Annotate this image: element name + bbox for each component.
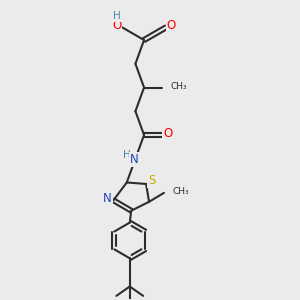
Text: N: N [103, 192, 112, 205]
Text: CH₃: CH₃ [172, 187, 189, 196]
Text: S: S [148, 174, 155, 187]
Text: O: O [167, 20, 176, 32]
Text: O: O [112, 20, 122, 32]
Text: N: N [130, 153, 139, 166]
Text: H: H [123, 150, 131, 160]
Text: CH₃: CH₃ [171, 82, 187, 91]
Text: H: H [113, 11, 121, 21]
Text: O: O [163, 127, 172, 140]
